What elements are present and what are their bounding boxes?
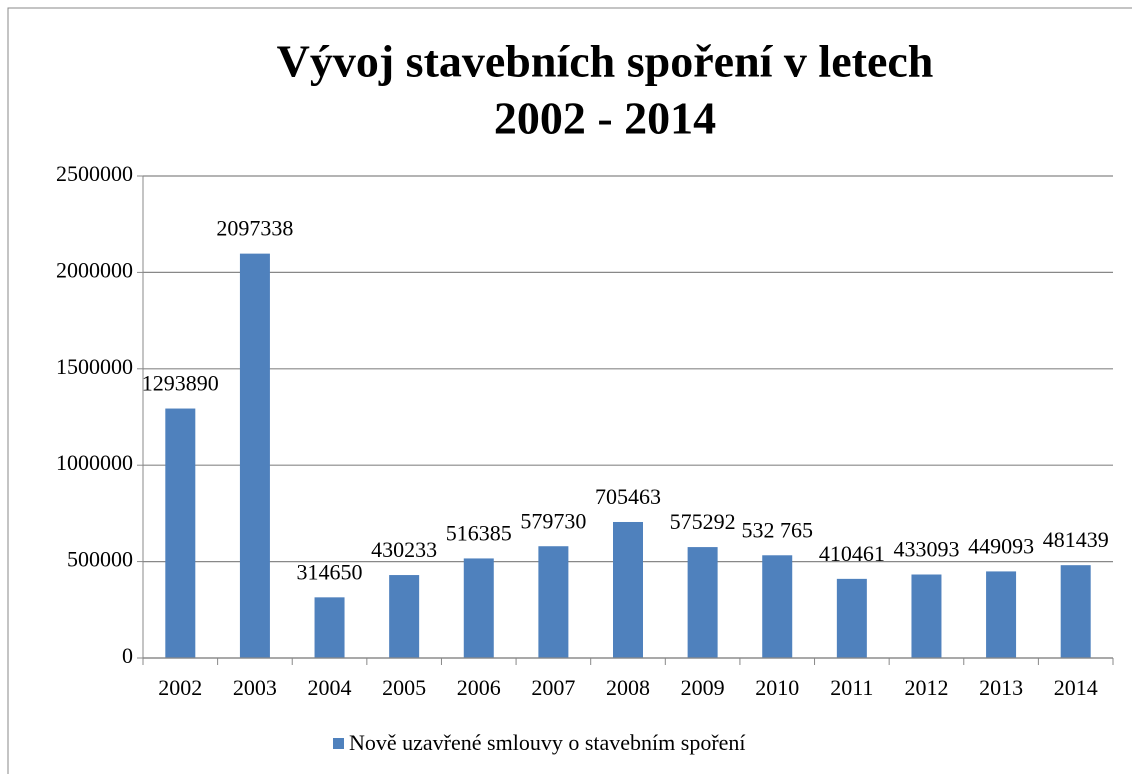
legend-label: Nově uzavřené smlouvy o stavebním spořen… <box>349 730 746 755</box>
y-tick-label: 1500000 <box>56 354 133 379</box>
data-label: 433093 <box>893 537 959 562</box>
y-tick-label: 500000 <box>67 547 133 572</box>
x-tick-label: 2011 <box>830 675 873 700</box>
data-label: 1293890 <box>142 371 219 396</box>
legend-swatch <box>333 738 344 749</box>
data-label: 705463 <box>595 484 661 509</box>
x-tick-label: 2012 <box>904 675 948 700</box>
data-label: 481439 <box>1043 527 1109 552</box>
bar <box>687 547 718 658</box>
bar <box>836 578 867 658</box>
bar <box>986 571 1017 658</box>
chart-title: 2002 - 2014 <box>494 93 716 144</box>
y-tick-label: 0 <box>122 643 133 668</box>
data-label: 579730 <box>520 508 586 533</box>
x-tick-label: 2008 <box>606 675 650 700</box>
x-tick-label: 2006 <box>457 675 501 700</box>
x-tick-label: 2007 <box>531 675 575 700</box>
x-tick-label: 2014 <box>1054 675 1098 700</box>
bar <box>389 575 420 658</box>
x-tick-label: 2004 <box>308 675 352 700</box>
chart-border <box>7 7 1132 774</box>
data-label: 410461 <box>819 541 885 566</box>
data-label: 314650 <box>297 559 363 584</box>
x-tick-label: 2002 <box>158 675 202 700</box>
bar <box>165 408 196 658</box>
bar <box>911 574 942 658</box>
bar <box>314 597 345 658</box>
x-tick-label: 2010 <box>755 675 799 700</box>
x-tick-label: 2013 <box>979 675 1023 700</box>
y-tick-label: 2000000 <box>56 257 133 282</box>
bar <box>1060 565 1091 658</box>
bar <box>613 521 643 658</box>
data-label: 449093 <box>968 533 1034 558</box>
data-label: 575292 <box>670 509 736 534</box>
bar <box>239 253 270 658</box>
x-tick-label: 2005 <box>382 675 426 700</box>
data-label: 2097338 <box>216 216 293 241</box>
data-label: 532 765 <box>741 517 813 542</box>
data-label: 430233 <box>371 537 437 562</box>
y-tick-label: 2500000 <box>56 161 133 186</box>
bar <box>762 555 793 658</box>
x-tick-label: 2003 <box>233 675 277 700</box>
x-tick-label: 2009 <box>681 675 725 700</box>
chart-title: Vývoj stavebních spoření v letech <box>277 36 934 87</box>
data-label: 516385 <box>446 520 512 545</box>
y-tick-label: 1000000 <box>56 450 133 475</box>
bar <box>463 558 494 658</box>
bar <box>538 546 569 658</box>
